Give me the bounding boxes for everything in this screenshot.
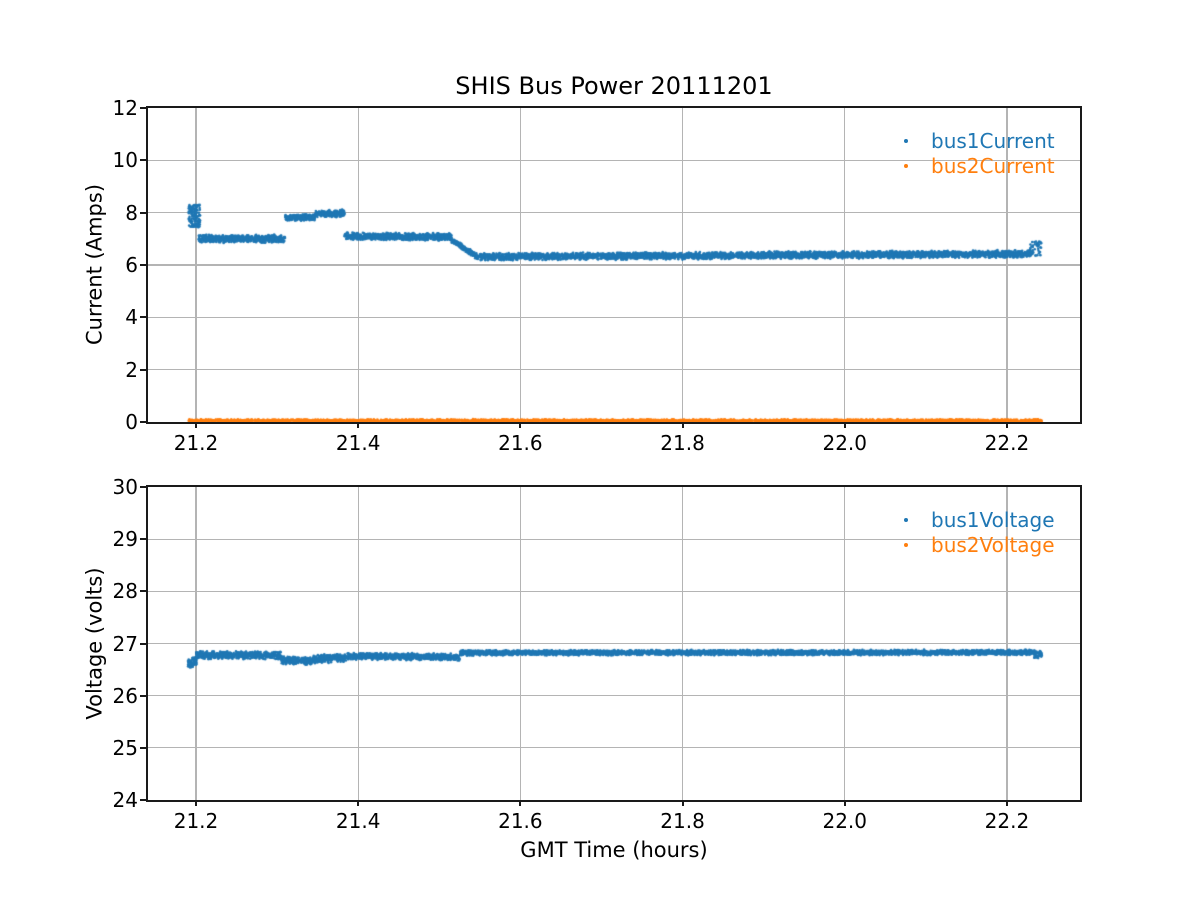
x-tick-label: 22.2 bbox=[984, 431, 1030, 455]
y-tick-label: 28 bbox=[112, 579, 138, 604]
y-tick-mark bbox=[140, 486, 146, 488]
legend-label: bus2Voltage bbox=[931, 532, 1055, 557]
x-tick-label: 22.0 bbox=[822, 809, 867, 833]
y-tick-mark bbox=[140, 316, 146, 319]
x-tick-label: 21.4 bbox=[335, 809, 381, 833]
legend-label: bus2Current bbox=[931, 153, 1055, 178]
chart-title: SHIS Bus Power 20111201 bbox=[455, 72, 773, 100]
x-tick-mark bbox=[357, 422, 360, 428]
y-tick-mark bbox=[140, 421, 146, 423]
x-tick-mark bbox=[1005, 422, 1008, 428]
x-tick-mark bbox=[843, 422, 846, 428]
y-tick-mark bbox=[140, 799, 146, 801]
y-tick-label: 29 bbox=[112, 527, 138, 552]
y-tick-mark bbox=[140, 538, 146, 541]
y-tick-mark bbox=[140, 211, 146, 214]
scatter-canvas-voltage bbox=[148, 487, 1080, 800]
y-tick-label: 6 bbox=[125, 253, 138, 277]
x-tick-mark bbox=[681, 422, 684, 428]
x-tick-label: 21.8 bbox=[660, 431, 705, 455]
y-tick-label: 26 bbox=[112, 683, 138, 708]
legend-marker-dot bbox=[904, 138, 908, 143]
x-tick-mark bbox=[195, 422, 197, 428]
legend-label: bus1Voltage bbox=[931, 507, 1055, 532]
y-tick-mark bbox=[140, 746, 146, 749]
y-tick-label: 10 bbox=[112, 148, 138, 173]
y-tick-label: 4 bbox=[125, 305, 138, 330]
legend-marker-dot bbox=[904, 542, 908, 547]
axes-current-plot: bus1Current bus2Current bbox=[146, 106, 1082, 424]
x-tick-mark bbox=[357, 800, 360, 806]
x-tick-mark bbox=[843, 800, 846, 806]
y-tick-label: 8 bbox=[125, 200, 138, 225]
x-tick-label: 21.2 bbox=[173, 431, 219, 455]
x-tick-label: 21.4 bbox=[335, 431, 381, 455]
y-tick-label: 0 bbox=[125, 410, 138, 434]
y-tick-mark bbox=[140, 590, 146, 593]
x-tick-label: 21.6 bbox=[498, 431, 543, 455]
y-tick-mark bbox=[140, 368, 146, 371]
x-tick-label: 22.0 bbox=[822, 431, 867, 455]
y-tick-label: 25 bbox=[112, 735, 138, 760]
legend-marker-dot bbox=[904, 517, 908, 522]
x-tick-mark bbox=[681, 800, 684, 806]
y-tick-label: 2 bbox=[125, 357, 138, 382]
legend-label: bus1Current bbox=[931, 128, 1055, 153]
x-tick-label: 21.8 bbox=[660, 809, 705, 833]
x-tick-mark bbox=[519, 422, 522, 428]
y-tick-label: 27 bbox=[112, 631, 138, 656]
y-tick-mark bbox=[140, 642, 146, 645]
x-tick-label: 21.2 bbox=[173, 809, 219, 833]
scatter-canvas-current bbox=[148, 108, 1080, 422]
x-tick-mark bbox=[519, 800, 522, 806]
y-tick-label: 12 bbox=[112, 96, 138, 120]
x-tick-label: 21.6 bbox=[498, 809, 543, 833]
y-tick-label: 24 bbox=[112, 788, 138, 812]
x-tick-label: 22.2 bbox=[984, 809, 1030, 833]
x-tick-mark bbox=[1005, 800, 1008, 806]
axes-voltage-plot: bus1Voltage bus2Voltage bbox=[146, 485, 1082, 802]
y-tick-label: 30 bbox=[112, 475, 138, 499]
x-tick-mark bbox=[195, 800, 197, 806]
xlabel-gmt-time: GMT Time (hours) bbox=[520, 838, 708, 862]
y-tick-mark bbox=[140, 264, 146, 266]
y-tick-mark bbox=[140, 159, 146, 162]
y-tick-mark bbox=[140, 107, 146, 109]
legend-marker-dot bbox=[904, 163, 908, 168]
y-tick-mark bbox=[140, 694, 146, 697]
